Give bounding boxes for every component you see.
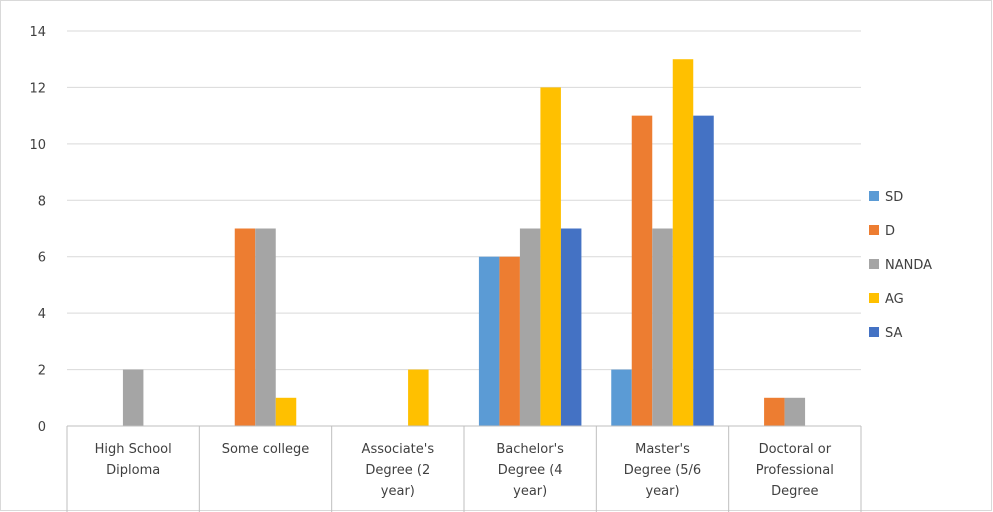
y-tick-label: 10 [29,138,46,153]
bar-d [499,256,520,426]
x-category-label: High School Diploma [95,442,172,478]
bar-ag [408,369,429,426]
x-category-label: Doctoral or Professional Degree [756,442,834,499]
legend-label-sa: SA [885,326,902,341]
bar-ag [672,59,694,426]
x-category-label-line: Doctoral or [759,442,832,457]
legend-swatch-sa [869,327,879,337]
bar-nanda [652,228,673,426]
y-tick-label: 12 [29,81,46,96]
x-category-label-line: Bachelor's [496,442,564,457]
x-category-label: Some college [222,442,310,457]
gridlines [67,30,861,371]
x-category-label-line: Degree (2 [365,463,430,478]
legend-swatch-sd [869,191,879,201]
x-category-label: Bachelor's Degree (4 year) [496,442,564,499]
bar-nanda [122,369,144,426]
x-category-label: Master's Degree (5/6 year) [624,442,701,499]
y-tick-label: 4 [38,307,46,322]
legend-label-nanda: NANDA [885,258,932,273]
bar-nanda [519,228,541,426]
x-category-label-line: High School [95,442,172,457]
x-category-label-line: Degree (5/6 [624,463,701,478]
bar-sd [611,369,632,426]
x-axis-category-labels: High School Diploma Some college Associate'… [95,442,834,499]
x-category-label-line: Professional [756,463,834,478]
bar-sd [478,256,500,426]
x-category-label-line: Diploma [106,463,160,478]
x-category-label-line: Associate's [362,442,435,457]
legend-swatch-nanda [869,259,879,269]
legend-swatch-ag [869,293,879,303]
y-tick-label: 6 [38,251,46,266]
x-category-label-line: year) [513,484,547,499]
bar-d [764,397,785,426]
x-category-label: Associate's Degree (2 year) [362,442,435,499]
y-tick-label: 8 [38,194,46,209]
legend-label-ag: AG [885,292,904,307]
bar-sa [693,115,714,427]
bar-nanda [784,397,806,426]
x-category-label-line: Degree (4 [498,463,563,478]
x-category-label-line: Degree [771,484,818,499]
y-tick-label: 14 [29,25,46,40]
bar-ag [275,397,297,426]
legend: SD D NANDA AG SA [869,190,932,341]
bar-d [631,115,653,427]
y-tick-label: 2 [38,364,46,379]
legend-swatch-d [869,225,879,235]
legend-label-sd: SD [885,190,903,205]
bar-d [234,228,256,426]
x-category-label-line: year) [381,484,415,499]
x-category-label-line: year) [645,484,679,499]
bar-nanda [255,228,276,426]
y-tick-label: 0 [38,420,46,435]
y-axis-tick-labels: 0 2 4 6 8 10 12 14 [29,25,46,435]
x-axis [66,425,862,512]
bar-sa [560,228,582,426]
x-category-label-line: Some college [222,442,310,457]
legend-label-d: D [885,224,895,239]
x-category-label-line: Master's [635,442,690,457]
bars [122,59,806,427]
bar-ag [540,87,561,426]
